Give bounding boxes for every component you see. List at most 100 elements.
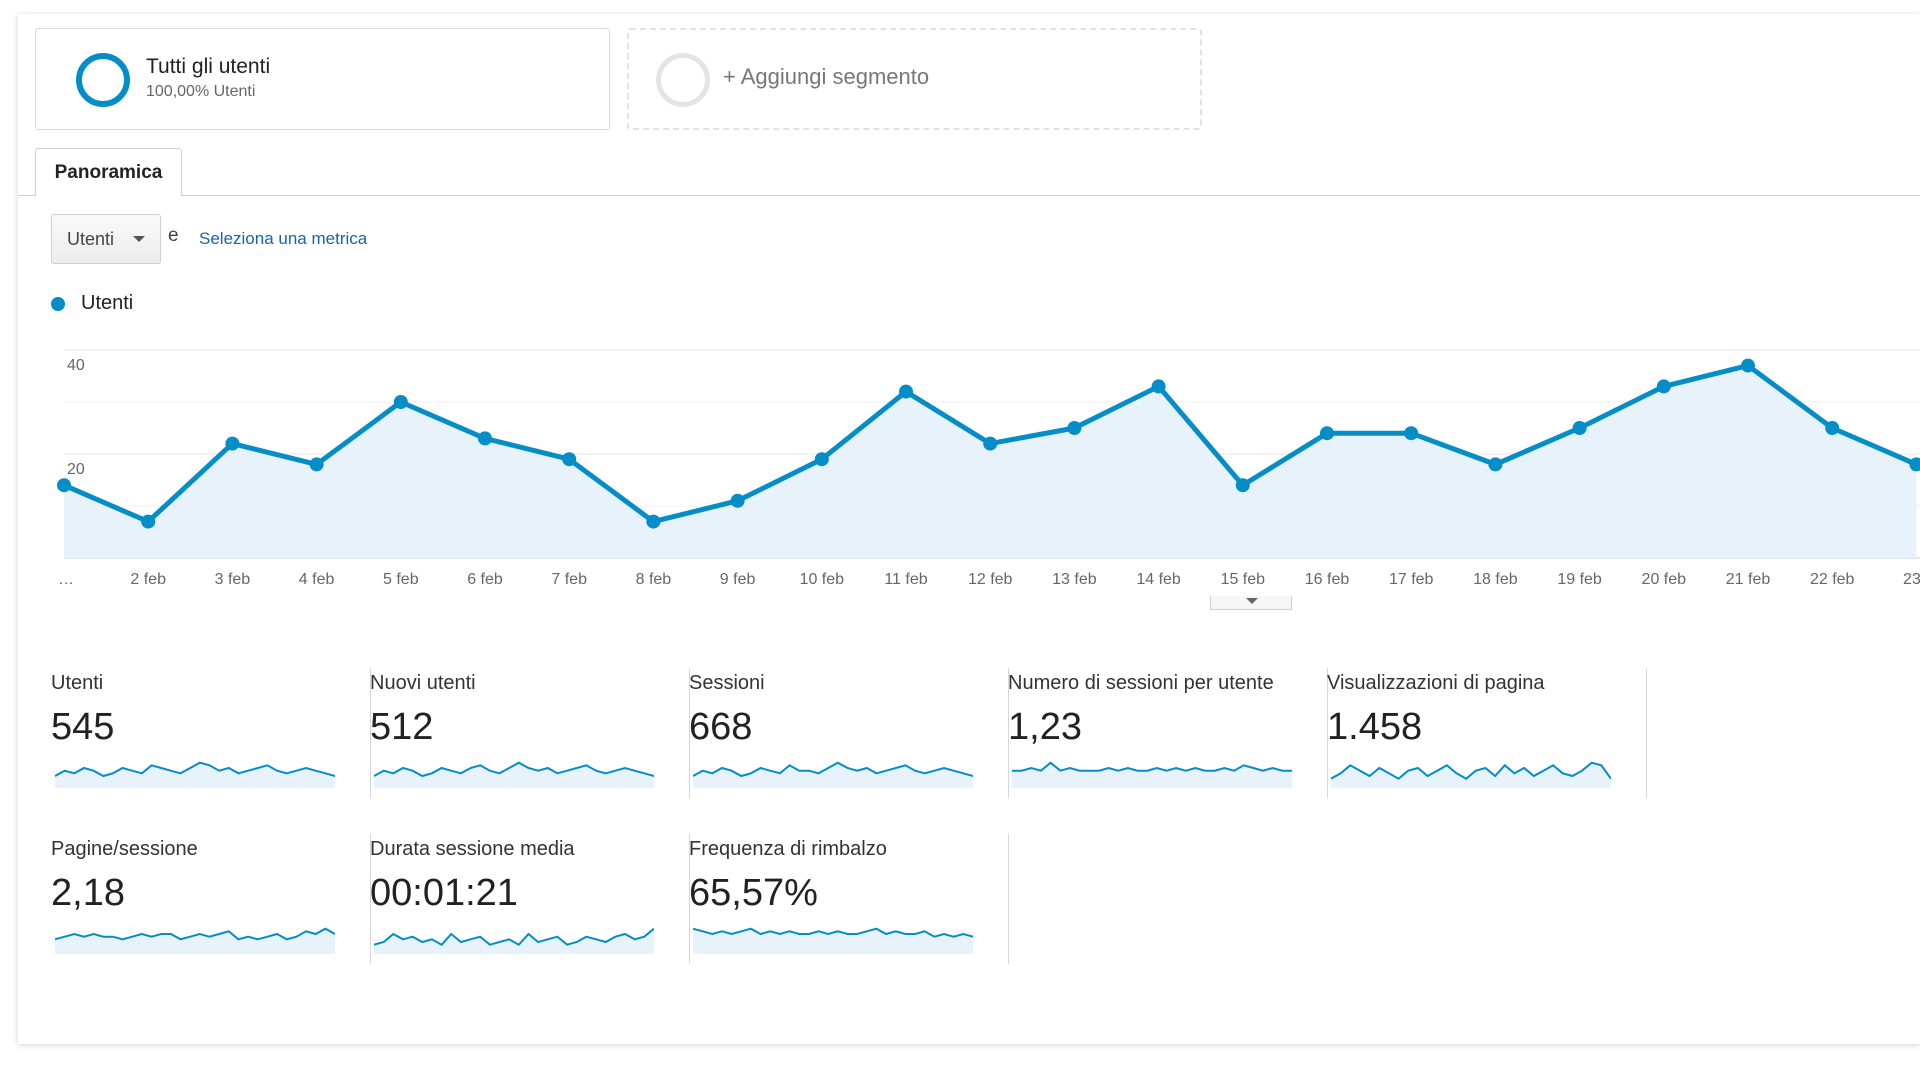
data-point[interactable] (1741, 358, 1755, 373)
x-tick-label: 15 feb (1221, 571, 1266, 588)
tab-panoramica[interactable]: Panoramica (35, 148, 182, 196)
data-point[interactable] (1656, 379, 1671, 394)
sparkline-line (693, 761, 973, 778)
metric-sparkline (374, 761, 654, 788)
segment-title: Tutti gli utenti (146, 55, 271, 78)
metric-label: Visualizzazioni di pagina (1327, 672, 1545, 694)
metric-value: 1,23 (1008, 706, 1082, 748)
metric-card[interactable]: Frequenza di rimbalzo 65,57% (689, 834, 1009, 964)
metric-select-value: Utenti (67, 228, 115, 249)
sparkline-area (55, 762, 335, 788)
chart-area-fill (64, 365, 1917, 558)
data-point[interactable] (478, 431, 492, 446)
metric-label: Numero di sessioni per utente (1008, 672, 1274, 694)
sparkline-line (374, 761, 654, 778)
metric-value: 1.458 (1327, 706, 1423, 748)
metric-sparkline (374, 927, 654, 954)
data-point[interactable] (1404, 426, 1419, 441)
chart-legend: Utenti (51, 292, 133, 315)
metric-value: 668 (689, 706, 753, 748)
add-segment-button[interactable]: + Aggiungi segmento (627, 28, 1202, 130)
data-point[interactable] (141, 514, 156, 529)
metric-card[interactable]: Sessioni 668 (689, 668, 1009, 798)
data-point[interactable] (1488, 457, 1503, 472)
x-tick-label: 10 feb (800, 571, 845, 588)
metric-value: 2,18 (51, 872, 125, 914)
data-point[interactable] (1067, 421, 1082, 435)
data-point[interactable] (225, 436, 240, 451)
segment-subtitle: 100,00% Utenti (146, 83, 256, 100)
data-point[interactable] (57, 478, 71, 493)
legend-label: Utenti (81, 292, 134, 314)
select-metric-link[interactable]: Seleziona una metrica (199, 229, 368, 248)
data-point[interactable] (1572, 421, 1587, 435)
data-point[interactable] (1235, 478, 1250, 493)
metric-card[interactable]: Visualizzazioni di pagina 1.458 (1327, 668, 1647, 798)
data-point[interactable] (1909, 457, 1920, 472)
data-point[interactable] (1825, 421, 1840, 435)
metric-sparkline (1012, 761, 1292, 788)
x-tick-label: 8 feb (636, 571, 672, 588)
x-tick-label: 7 feb (551, 571, 587, 588)
data-point[interactable] (730, 493, 745, 508)
sparkline-area (55, 928, 335, 954)
metric-label: Utenti (51, 672, 104, 694)
data-point[interactable] (1320, 426, 1334, 441)
x-tick-label: 2 feb (130, 571, 166, 588)
x-tick-label: 18 feb (1473, 571, 1518, 588)
x-tick-label: 23 f (1903, 571, 1920, 588)
sparkline-line (693, 927, 973, 938)
metric-label: Durata sessione media (370, 838, 575, 860)
x-tick-label: 14 feb (1136, 571, 1181, 588)
data-point[interactable] (646, 514, 661, 529)
data-point[interactable] (393, 395, 408, 409)
y-tick-label: 20 (67, 461, 85, 478)
metric-card[interactable]: Pagine/sessione 2,18 (51, 834, 371, 964)
segment-all-users[interactable]: Tutti gli utenti 100,00% Utenti (35, 28, 610, 130)
x-tick-label: 21 feb (1726, 571, 1771, 588)
metric-select[interactable]: Utenti (51, 214, 161, 264)
x-tick-label: 9 feb (720, 571, 756, 588)
metric-card[interactable]: Utenti 545 (51, 668, 371, 798)
x-tick-label: 13 feb (1052, 571, 1097, 588)
metric-sparkline (55, 927, 335, 954)
metric-card[interactable]: Numero di sessioni per utente 1,23 (1008, 668, 1328, 798)
x-tick-label: 22 feb (1810, 571, 1855, 588)
tab-divider (18, 195, 1920, 196)
add-segment-label: + Aggiungi segmento (723, 64, 930, 89)
y-tick-label: 40 (67, 357, 85, 374)
metric-label: Pagine/sessione (51, 838, 198, 860)
metric-sparkline (55, 761, 335, 788)
metric-card[interactable]: Durata sessione media 00:01:21 (370, 834, 690, 964)
metric-label: Nuovi utenti (370, 672, 476, 694)
data-point[interactable] (983, 436, 998, 451)
metric-value: 00:01:21 (370, 872, 518, 914)
metric-value: 512 (370, 706, 434, 748)
metric-sparkline (693, 761, 973, 788)
x-tick-label: 3 feb (215, 571, 251, 588)
metric-sparkline (1331, 761, 1611, 788)
x-tick-label: 4 feb (299, 571, 335, 588)
sparkline-area (693, 928, 973, 954)
metric-value: 65,57% (689, 872, 818, 914)
data-point[interactable] (309, 457, 324, 472)
sparkline-area (693, 762, 973, 788)
empty-segment-ring-icon (656, 53, 710, 107)
chevron-down-icon (1246, 598, 1258, 604)
sparkline-area (374, 762, 654, 788)
data-point[interactable] (899, 384, 913, 399)
x-tick-label: 5 feb (383, 571, 419, 588)
sparkline-line (1331, 761, 1611, 780)
legend-dot-icon (51, 296, 65, 311)
data-point[interactable] (562, 452, 577, 467)
users-area-chart: … 2 feb 3 feb 4 feb 5 feb 6 feb 7 feb 8 feb 9 fe… (57, 349, 1920, 588)
chart-expand-toggle[interactable] (1210, 596, 1292, 610)
data-point[interactable] (1151, 379, 1166, 394)
x-tick-label: 17 feb (1389, 571, 1434, 588)
data-point[interactable] (814, 452, 829, 467)
metric-card[interactable]: Nuovi utenti 512 (370, 668, 690, 798)
metric-label: Frequenza di rimbalzo (689, 838, 887, 860)
sparkline-line (55, 761, 335, 778)
x-tick-label: 11 feb (884, 571, 927, 588)
metric-label: Sessioni (689, 672, 765, 694)
